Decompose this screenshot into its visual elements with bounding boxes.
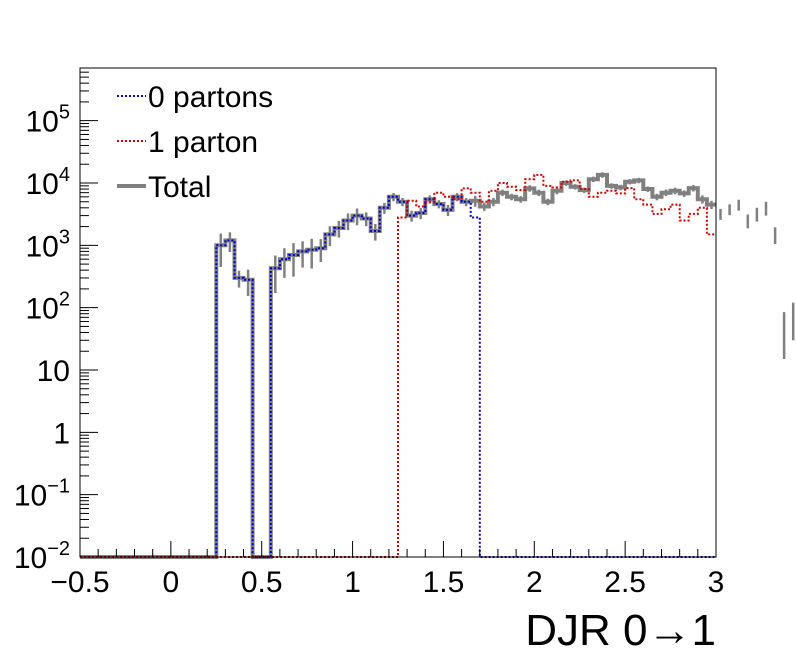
y-tick-label: 1: [53, 417, 70, 450]
legend-label: 0 partons: [148, 81, 273, 114]
x-tick-label: −0.5: [50, 566, 109, 599]
legend-label: Total: [148, 171, 211, 204]
y-tick-exponent: 3: [59, 226, 70, 248]
y-tick-base: 10: [14, 480, 47, 513]
x-tick-label: 1.5: [423, 566, 465, 599]
x-tick-label: 2.5: [604, 566, 646, 599]
y-tick-exponent: 4: [59, 164, 70, 186]
x-tick-label: 2: [526, 566, 543, 599]
y-tick-label: 104: [26, 164, 71, 201]
legend-entry-0-partons: 0 partons: [117, 81, 273, 114]
y-tick-exponent: 2: [59, 289, 70, 311]
x-axis-title: DJR 0→1: [525, 606, 716, 655]
y-tick-base: 10: [26, 293, 59, 326]
series-line: [80, 173, 716, 558]
y-tick-base: 10: [26, 168, 59, 201]
y-tick-exponent: 5: [59, 102, 70, 124]
series-1-parton: [80, 173, 716, 558]
y-tick-base: 10: [14, 542, 47, 575]
y-tick-label: 103: [26, 226, 71, 263]
y-tick-base: 10: [26, 230, 59, 263]
y-tick-label: 10−1: [14, 476, 70, 513]
y-tick-label: 102: [26, 289, 71, 326]
y-tick-exponent: −2: [47, 538, 70, 560]
x-tick-label: 3: [708, 566, 725, 599]
x-tick-label: 0: [163, 566, 180, 599]
legend-entry-total: Total: [117, 171, 211, 204]
plot-frame: [79, 67, 717, 558]
y-tick-label: 10: [37, 355, 70, 388]
y-tick-exponent: −1: [47, 476, 70, 498]
y-tick-label: 10−2: [14, 538, 70, 575]
y-tick-base: 10: [26, 106, 59, 139]
y-tick-label: 105: [26, 102, 71, 139]
legend-entry-1-parton: 1 parton: [117, 126, 258, 159]
legend-label: 1 parton: [148, 126, 258, 159]
x-tick-label: 0.5: [241, 566, 283, 599]
legend: 0 partons 1 parton Total: [117, 81, 273, 204]
x-tick-label: 1: [344, 566, 361, 599]
